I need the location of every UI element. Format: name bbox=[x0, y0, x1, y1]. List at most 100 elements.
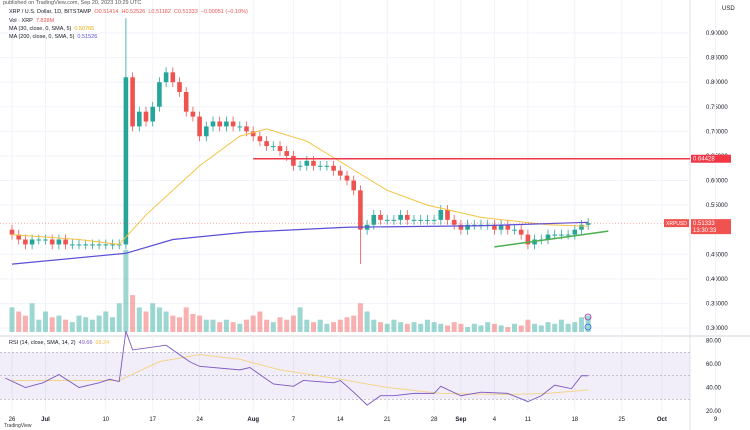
candle-body bbox=[545, 234, 551, 240]
rsi-value: 49.66 bbox=[78, 340, 93, 346]
rsi-line bbox=[5, 330, 589, 406]
ohlc-high: H0.52526 bbox=[121, 9, 146, 15]
candle-body bbox=[76, 244, 82, 246]
candle-body bbox=[438, 210, 444, 220]
price-tick: 0.55000 bbox=[706, 203, 728, 209]
price-tick: 0.60000 bbox=[706, 179, 728, 185]
ohlc-open: O0.51414 bbox=[94, 9, 119, 15]
volume-bar bbox=[36, 319, 42, 332]
volume-bar bbox=[424, 319, 430, 332]
time-tick: 7 bbox=[292, 417, 296, 423]
time-tick: Aug bbox=[247, 417, 259, 423]
candle-body bbox=[324, 165, 330, 167]
candle-body bbox=[230, 121, 236, 127]
rsi-tick: 80.00 bbox=[706, 339, 722, 345]
price-tick: 0.70000 bbox=[706, 129, 728, 135]
price-tick: 0.90000 bbox=[706, 31, 728, 37]
candle-body bbox=[465, 224, 470, 230]
price-tick: 0.35000 bbox=[706, 301, 728, 307]
volume-bar bbox=[512, 323, 517, 332]
price-tick: 0.30000 bbox=[706, 326, 728, 332]
volume-bar bbox=[324, 323, 330, 332]
candle-body bbox=[56, 239, 62, 245]
legend-volume: Vol · XRP 7.828M bbox=[6, 18, 54, 24]
time-tick: 10 bbox=[102, 417, 109, 423]
volume-bar bbox=[552, 323, 558, 332]
candle-body bbox=[405, 214, 410, 220]
rsi-ma-line bbox=[12, 354, 589, 396]
volume-bar bbox=[49, 317, 55, 332]
candle-body bbox=[572, 229, 578, 235]
candle-body bbox=[384, 219, 390, 221]
volume-bar bbox=[364, 311, 370, 332]
candle-body bbox=[277, 146, 283, 152]
time-tick: 21 bbox=[384, 417, 391, 423]
candle-body bbox=[63, 239, 68, 245]
volume-bar bbox=[532, 323, 538, 332]
volume-bar bbox=[545, 322, 551, 332]
volume-bar bbox=[518, 325, 524, 332]
time-tick: 11 bbox=[525, 417, 532, 423]
volume-bar bbox=[471, 323, 477, 332]
candle-body bbox=[304, 160, 310, 166]
candle-body bbox=[96, 244, 102, 246]
ma200-value: 0.51526 bbox=[77, 34, 98, 40]
candle-body bbox=[291, 155, 296, 166]
volume-bar bbox=[230, 322, 236, 332]
volume-bar bbox=[210, 319, 216, 332]
time-tick: 14 bbox=[337, 417, 344, 423]
volume-bar bbox=[83, 317, 89, 332]
ohlc-low: L0.51182 bbox=[148, 9, 171, 15]
support-trendline bbox=[494, 230, 609, 248]
candle-body bbox=[552, 234, 557, 236]
volume-bar bbox=[96, 315, 102, 332]
volume-bar bbox=[177, 317, 182, 332]
volume-bar bbox=[110, 317, 115, 332]
price-tick: 0.45000 bbox=[706, 252, 728, 258]
candle-body bbox=[431, 219, 437, 221]
candle-body bbox=[177, 82, 182, 93]
candle-body bbox=[311, 160, 316, 166]
volume-bar bbox=[9, 307, 15, 332]
candle-body bbox=[425, 219, 430, 221]
candle-body bbox=[204, 126, 209, 137]
candle-body bbox=[338, 170, 343, 176]
volume-bar bbox=[371, 319, 377, 332]
time-tick: Oct bbox=[657, 417, 667, 423]
ohlc-close: C0.51333 bbox=[173, 9, 198, 15]
plot-bg bbox=[0, 0, 690, 412]
volume-bar bbox=[76, 315, 82, 332]
candle-body bbox=[83, 244, 88, 246]
ohlc-change: −0.00051 (−0.10%) bbox=[200, 9, 248, 15]
time-tick: 24 bbox=[196, 417, 203, 423]
volume-bar bbox=[250, 315, 256, 332]
volume-bar bbox=[217, 322, 223, 332]
candle-body bbox=[29, 239, 35, 245]
volume-bar bbox=[103, 311, 109, 332]
candle-body bbox=[398, 214, 403, 220]
candle-body bbox=[190, 111, 196, 117]
published-note: published on TradingView.com, Sep 20, 20… bbox=[3, 0, 142, 6]
candle-body bbox=[36, 239, 42, 241]
volume-bar bbox=[116, 303, 122, 332]
volume-bar bbox=[344, 317, 350, 332]
volume-bar bbox=[451, 322, 457, 332]
symbol-label: XRP / U.S. Dollar, 1D, BITSTAMP bbox=[9, 9, 92, 15]
vol-label: Vol · XRP bbox=[9, 18, 33, 24]
event-marker-icon bbox=[584, 323, 592, 331]
candle-body bbox=[183, 92, 189, 112]
time-tick: 4 bbox=[493, 417, 497, 423]
volume-bar bbox=[150, 303, 156, 332]
volume-bar bbox=[458, 323, 464, 332]
ma30-value: 0.50765 bbox=[74, 26, 95, 32]
volume-bar bbox=[311, 322, 316, 332]
volume-bar bbox=[297, 307, 303, 332]
candle-body bbox=[210, 121, 216, 127]
price-tick: 0.80000 bbox=[706, 80, 728, 86]
symbol-tag bbox=[664, 219, 689, 228]
ma30-line bbox=[11, 128, 589, 245]
candle-body bbox=[43, 239, 48, 241]
volume-bar bbox=[317, 319, 323, 332]
